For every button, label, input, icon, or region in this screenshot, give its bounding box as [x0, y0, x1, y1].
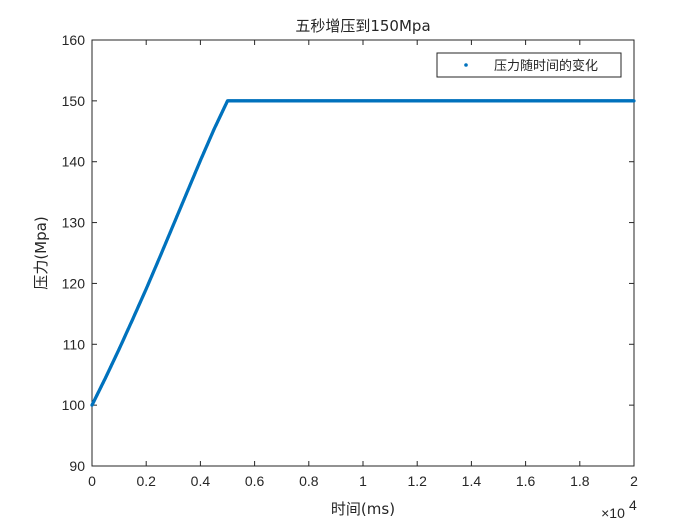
x-tick-label: 0 [88, 473, 96, 489]
x-tick-label: 0.8 [299, 473, 319, 489]
legend-marker [464, 63, 468, 67]
x-tick-label: 2 [630, 473, 638, 489]
x-tick-label: 0.6 [245, 473, 265, 489]
x-tick-label: 1.6 [516, 473, 536, 489]
x-tick-label: 1.8 [570, 473, 590, 489]
x-tick-label: 1.2 [407, 473, 427, 489]
x-tick-label: 0.2 [136, 473, 156, 489]
chart-title: 五秒增压到150Mpa [295, 17, 430, 35]
legend-label: 压力随时间的变化 [494, 58, 598, 74]
y-tick-label: 150 [62, 93, 86, 109]
y-axis-label: 压力(Mpa) [32, 216, 50, 289]
x-exponent-power: 4 [629, 497, 637, 513]
y-tick-label: 110 [63, 336, 86, 352]
legend: 压力随时间的变化 [436, 52, 622, 78]
x-axis-label: 时间(ms) [331, 500, 395, 518]
y-tick-label: 100 [62, 397, 86, 413]
y-tick-label: 90 [69, 458, 85, 474]
x-exponent-base: ×10 [601, 505, 625, 521]
y-tick-label: 140 [62, 154, 86, 170]
y-tick-label: 160 [62, 32, 86, 48]
y-tick-label: 130 [62, 215, 86, 231]
ticks: 0 0.2 0.4 0.6 0.8 1 1.2 1.4 1.6 1.8 2 90 100 110 120 13… [62, 32, 638, 489]
x-axis-exponent: ×10 4 [601, 497, 637, 521]
series-points [90, 99, 636, 407]
y-tick-label: 120 [62, 275, 86, 291]
x-tick-label: 1 [359, 473, 367, 489]
data-point [632, 99, 636, 103]
x-tick-label: 0.4 [191, 473, 211, 489]
x-tick-label: 1.4 [462, 473, 482, 489]
